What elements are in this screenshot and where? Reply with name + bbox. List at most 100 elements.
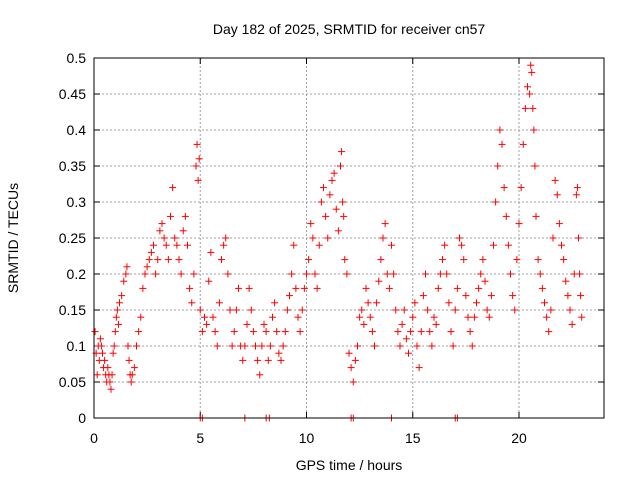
data-point bbox=[562, 277, 570, 285]
data-point bbox=[343, 270, 351, 278]
data-point bbox=[536, 270, 544, 278]
data-point bbox=[205, 277, 213, 285]
data-point bbox=[305, 256, 313, 264]
data-point bbox=[390, 270, 398, 278]
data-point bbox=[160, 234, 168, 242]
data-point bbox=[549, 234, 557, 242]
data-point bbox=[426, 328, 434, 336]
data-point bbox=[258, 342, 266, 350]
data-point bbox=[283, 306, 291, 314]
data-point bbox=[362, 284, 370, 292]
y-tick-label: 0.05 bbox=[59, 374, 86, 390]
data-point bbox=[112, 313, 120, 321]
data-point bbox=[230, 328, 238, 336]
data-point bbox=[534, 256, 542, 264]
data-point bbox=[576, 270, 584, 278]
data-point bbox=[347, 364, 355, 372]
data-point bbox=[110, 342, 118, 350]
data-point bbox=[396, 342, 404, 350]
data-point bbox=[460, 256, 468, 264]
data-point bbox=[566, 306, 574, 314]
data-point bbox=[358, 306, 366, 314]
data-point bbox=[483, 306, 491, 314]
data-point bbox=[527, 61, 535, 69]
y-tick-label: 0.3 bbox=[67, 194, 87, 210]
data-point bbox=[392, 306, 400, 314]
data-point bbox=[492, 198, 500, 206]
y-axis-label: SRMTID / TECUs bbox=[5, 183, 21, 293]
data-point bbox=[526, 90, 534, 98]
data-point bbox=[311, 270, 319, 278]
data-point bbox=[411, 299, 419, 307]
data-point bbox=[388, 241, 395, 249]
data-point bbox=[152, 270, 160, 278]
data-point bbox=[511, 306, 519, 314]
data-point bbox=[290, 241, 298, 249]
data-point bbox=[373, 299, 381, 307]
data-point bbox=[528, 68, 536, 76]
data-point bbox=[254, 356, 262, 364]
data-point bbox=[332, 205, 340, 213]
data-point bbox=[553, 191, 561, 199]
data-point bbox=[513, 256, 521, 264]
data-point bbox=[339, 198, 347, 206]
data-point bbox=[252, 342, 259, 350]
data-point bbox=[177, 270, 185, 278]
data-point bbox=[158, 220, 166, 228]
data-point bbox=[351, 356, 359, 364]
data-point bbox=[262, 328, 270, 336]
data-point bbox=[91, 328, 99, 336]
data-point bbox=[366, 313, 374, 321]
data-point bbox=[106, 378, 114, 386]
data-point bbox=[558, 241, 565, 249]
data-point bbox=[496, 126, 504, 134]
data-point bbox=[368, 328, 376, 336]
data-point bbox=[313, 284, 321, 292]
data-point bbox=[193, 140, 201, 148]
data-point bbox=[196, 306, 204, 314]
y-tick-label: 0 bbox=[78, 410, 86, 426]
data-point bbox=[338, 148, 346, 156]
data-point bbox=[147, 248, 155, 256]
data-point bbox=[434, 284, 442, 292]
data-point bbox=[108, 371, 116, 379]
x-tick-label: 20 bbox=[511, 430, 527, 446]
data-point bbox=[186, 284, 194, 292]
data-point bbox=[364, 299, 372, 307]
data-point bbox=[519, 140, 527, 148]
data-point bbox=[277, 356, 285, 364]
data-point bbox=[432, 320, 440, 328]
y-tick-label: 0.15 bbox=[59, 302, 86, 318]
data-point bbox=[502, 212, 510, 220]
data-point bbox=[529, 104, 537, 112]
data-point bbox=[340, 212, 348, 220]
data-point bbox=[441, 241, 449, 249]
data-point bbox=[360, 320, 368, 328]
data-point bbox=[371, 342, 378, 350]
data-point bbox=[292, 284, 300, 292]
data-point bbox=[315, 241, 323, 249]
data-point bbox=[417, 328, 425, 336]
data-point bbox=[120, 277, 128, 285]
data-point bbox=[547, 306, 555, 314]
data-point bbox=[517, 184, 525, 192]
data-point bbox=[135, 328, 143, 336]
data-point bbox=[104, 364, 112, 372]
data-point bbox=[383, 270, 391, 278]
data-point bbox=[541, 299, 548, 307]
data-point bbox=[154, 256, 162, 264]
data-point bbox=[116, 299, 123, 307]
data-point bbox=[485, 313, 493, 321]
data-point bbox=[481, 277, 489, 285]
data-point bbox=[111, 328, 119, 336]
data-point bbox=[509, 292, 517, 300]
data-point bbox=[458, 241, 466, 249]
data-point bbox=[141, 270, 149, 278]
data-point bbox=[577, 292, 585, 300]
data-point bbox=[125, 356, 133, 364]
data-point bbox=[531, 162, 539, 170]
data-point bbox=[156, 227, 164, 235]
data-point bbox=[530, 126, 538, 134]
data-point bbox=[123, 263, 131, 271]
data-point bbox=[97, 342, 105, 350]
